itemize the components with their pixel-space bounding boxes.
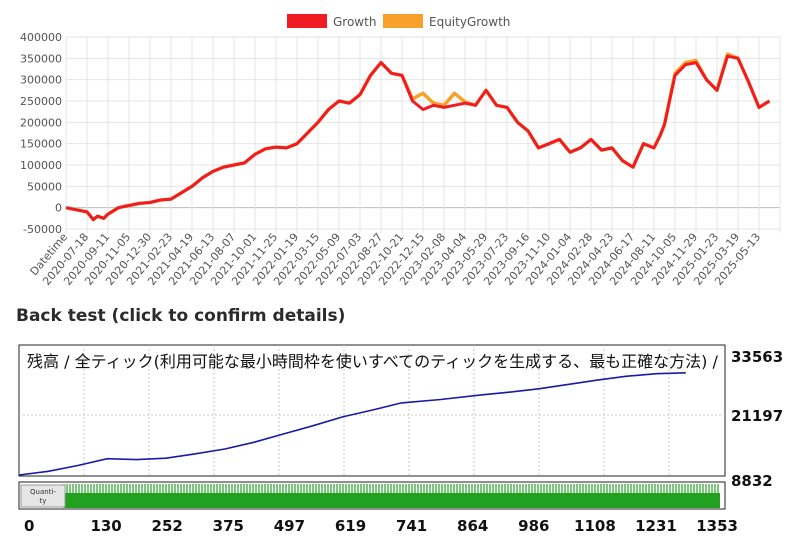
backtest-heading[interactable]: Back test (click to confirm details) xyxy=(16,306,346,326)
y-tick-label: -50000 xyxy=(23,223,62,236)
series-line-growth xyxy=(65,54,771,222)
legend-item[interactable]: Growth xyxy=(287,14,376,29)
legend-label: EquityGrowth xyxy=(429,15,510,29)
y-tick-label: 21197 xyxy=(731,407,783,425)
x-tick-label: 1108 xyxy=(574,517,616,535)
y-tick-label: 33563 xyxy=(731,348,783,366)
legend-item[interactable]: EquityGrowth xyxy=(383,14,510,29)
x-tick-label: 1231 xyxy=(635,517,677,535)
y-tick-label: 250000 xyxy=(20,95,62,108)
x-tick-label: 741 xyxy=(396,517,427,535)
quantity-bars xyxy=(63,484,720,508)
x-tick-label: 619 xyxy=(335,517,366,535)
x-tick-label: 497 xyxy=(274,517,305,535)
y-tick-label: 8832 xyxy=(731,472,773,490)
y-tick-label: 400000 xyxy=(20,31,62,44)
x-tick-label: 0 xyxy=(24,517,34,535)
legend-swatch xyxy=(383,14,423,28)
x-tick-label: 252 xyxy=(152,517,183,535)
x-tick-label: 986 xyxy=(518,517,549,535)
x-tick-label: 1353 xyxy=(696,517,738,535)
y-tick-label: 350000 xyxy=(20,52,62,65)
y-tick-label: 150000 xyxy=(20,138,62,151)
backtest-chart[interactable]: 33563 21197 8832 残高 / 全ティック(利用可能な最小時間枠を使いすべ… xyxy=(0,335,805,548)
quantity-label-box xyxy=(20,484,66,508)
balance-line xyxy=(18,372,686,476)
quantity-label: Quanti- xyxy=(30,488,56,496)
quantity-label: ty xyxy=(40,497,47,505)
legend-label: Growth xyxy=(333,15,376,29)
x-tick-label: 864 xyxy=(457,517,488,535)
y-tick-label: 0 xyxy=(55,202,62,215)
legend-swatch xyxy=(287,14,327,28)
y-tick-label: 100000 xyxy=(20,159,62,172)
x-tick-label: 375 xyxy=(213,517,244,535)
chart-title: 残高 / 全ティック(利用可能な最小時間枠を使いすべてのティックを生成する、最も… xyxy=(27,352,718,371)
x-tick-label: 130 xyxy=(90,517,121,535)
y-tick-label: 50000 xyxy=(27,180,62,193)
series-line-equitygrowth xyxy=(65,52,771,222)
y-tick-label: 300000 xyxy=(20,74,62,87)
y-tick-label: 200000 xyxy=(20,116,62,129)
growth-chart: Growth EquityGrowth 400000 350000 300000 2500… xyxy=(20,14,781,288)
